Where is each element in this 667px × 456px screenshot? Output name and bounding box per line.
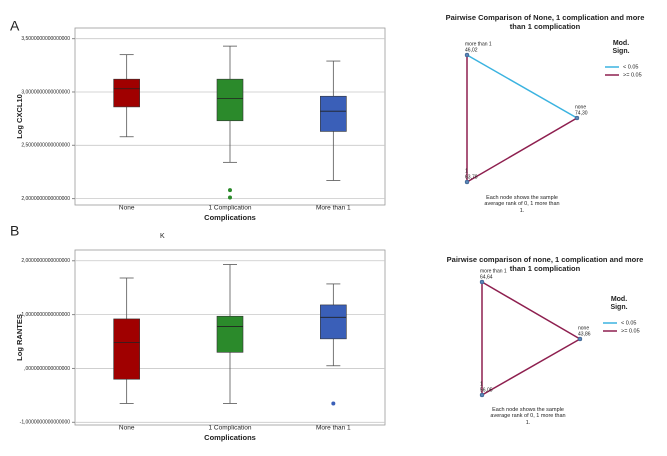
x-axis-title: Complications [204, 213, 256, 222]
network-title: Pairwise Comparison of None, 1 complicat… [445, 13, 645, 31]
plot-frame [74, 27, 386, 206]
node [479, 279, 485, 285]
outlier [228, 188, 232, 193]
x-tick-label: None [119, 205, 135, 212]
edge [481, 338, 581, 396]
y-tick-label: ,0000000000000000 [24, 366, 70, 372]
x-tick-label: More than 1 [316, 425, 351, 432]
box [113, 78, 140, 108]
y-tick-label: 2,5000000000000000 [21, 143, 70, 149]
node-value: 46,02 [465, 47, 478, 53]
box [216, 315, 244, 353]
edge [466, 54, 578, 119]
node-name: none [575, 104, 586, 110]
panel-label: B [10, 223, 19, 239]
y-tick-label: 2,0000000000000000 [21, 196, 70, 202]
node [574, 115, 580, 121]
node [479, 392, 485, 398]
box [216, 78, 244, 122]
node-value: 64,64 [480, 274, 493, 280]
panel-label: A [10, 18, 20, 34]
x-tick-label: 1 Complication [209, 425, 252, 432]
box [113, 318, 140, 380]
legend-label: >= 0.05 [621, 328, 640, 334]
node-value: 74,30 [575, 110, 588, 116]
edge [481, 281, 581, 340]
box [320, 304, 347, 340]
node-name: more than 1 [480, 268, 507, 274]
node-value: 56,05 [480, 387, 493, 393]
node-name: none [578, 325, 589, 331]
x-tick-label: 1 Complication [209, 205, 252, 212]
node-name: 1 [480, 381, 483, 387]
annotation: K [160, 233, 165, 240]
node [464, 52, 470, 58]
y-tick-label: -1,0000000000000000 [20, 420, 71, 426]
plot-frame [74, 249, 386, 426]
edge [466, 117, 578, 183]
node [577, 336, 583, 342]
node-value: 63,78 [465, 174, 478, 180]
y-tick-label: 2,0000000000000000 [21, 258, 70, 264]
legend-label: < 0.05 [621, 320, 636, 326]
network-title: Pairwise comparison of none, 1 complicat… [446, 255, 644, 273]
legend-title: Mod. Sign. [612, 40, 630, 56]
y-tick-label: 3,5000000000000000 [21, 36, 70, 42]
outlier [228, 195, 232, 200]
y-tick-label: 3,0000000000000000 [21, 89, 70, 95]
node-name: 1 [465, 168, 468, 174]
outlier [331, 401, 336, 406]
x-tick-label: More than 1 [316, 205, 351, 212]
legend-label: < 0.05 [623, 64, 638, 70]
box [320, 95, 347, 132]
node-name: more than 1 [465, 41, 492, 47]
node-value: 43,86 [578, 331, 591, 337]
node-note: Each node shows the sample average rank … [484, 195, 560, 214]
x-axis-title: Complications [204, 433, 256, 442]
legend-title: Mod. Sign. [610, 296, 628, 312]
legend-label: >= 0.05 [623, 72, 642, 78]
y-axis-title: Log CXCL10 [15, 94, 24, 139]
node [464, 179, 470, 185]
y-axis-title: Log RANTES [15, 314, 24, 361]
x-tick-label: None [119, 425, 135, 432]
node-note: Each node shows the sample average rank … [490, 407, 566, 426]
y-tick-label: 1,0000000000000000 [21, 312, 70, 318]
